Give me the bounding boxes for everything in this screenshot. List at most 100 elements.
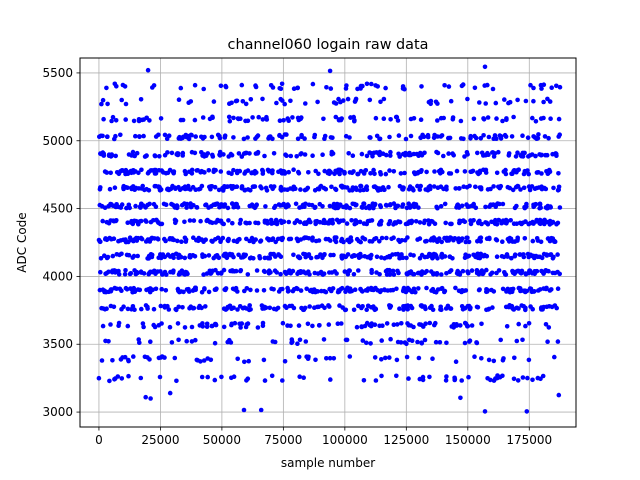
data-point <box>489 270 495 276</box>
data-point <box>344 204 350 209</box>
data-point <box>543 269 548 274</box>
data-point <box>104 270 109 276</box>
data-point <box>354 202 359 208</box>
data-point <box>417 187 423 192</box>
data-point <box>244 286 250 291</box>
data-point <box>341 253 346 259</box>
data-point <box>498 337 504 343</box>
data-point <box>369 270 375 276</box>
data-point <box>503 304 509 310</box>
data-point <box>186 136 192 142</box>
data-point <box>408 133 414 139</box>
data-point <box>542 185 547 191</box>
data-point <box>322 305 327 311</box>
data-point <box>246 358 251 364</box>
data-point <box>148 219 154 225</box>
data-point <box>458 395 463 401</box>
data-point <box>174 378 179 384</box>
data-point <box>390 252 395 257</box>
data-point <box>235 168 240 174</box>
data-point <box>307 272 312 277</box>
data-point <box>515 238 520 243</box>
data-point <box>397 306 402 312</box>
data-point <box>475 239 480 244</box>
data-point <box>342 269 348 274</box>
data-point <box>312 270 318 276</box>
data-point <box>397 255 402 261</box>
data-point <box>204 271 210 276</box>
data-point <box>204 324 210 330</box>
data-point <box>101 306 106 311</box>
data-point <box>336 288 341 293</box>
data-point <box>237 304 243 309</box>
data-point <box>296 323 302 328</box>
data-point <box>253 220 258 226</box>
data-point <box>505 184 511 190</box>
data-point <box>282 171 288 176</box>
data-points <box>96 64 563 414</box>
data-point <box>347 354 353 359</box>
data-point <box>141 133 146 139</box>
data-point <box>361 221 367 226</box>
data-point <box>130 304 136 309</box>
data-point <box>103 236 108 241</box>
data-point <box>243 101 249 107</box>
data-point <box>496 218 502 223</box>
data-point <box>313 357 318 363</box>
data-point <box>281 219 287 224</box>
data-point <box>248 287 253 293</box>
data-point <box>463 239 469 245</box>
data-point <box>491 378 497 383</box>
data-point <box>176 304 181 310</box>
data-point <box>460 82 466 87</box>
data-point <box>500 358 506 363</box>
data-point <box>164 272 169 277</box>
data-point <box>465 152 470 157</box>
data-point <box>500 239 505 244</box>
data-point <box>545 171 551 176</box>
data-point <box>214 253 220 258</box>
data-point <box>433 320 438 326</box>
data-point <box>320 204 325 209</box>
data-point <box>250 115 255 120</box>
data-point <box>286 169 292 175</box>
data-point <box>408 252 413 257</box>
data-point <box>231 305 236 311</box>
data-point <box>226 236 231 242</box>
data-point <box>310 81 316 87</box>
data-point <box>522 236 528 241</box>
data-point <box>261 357 267 363</box>
data-point <box>443 306 449 311</box>
data-point <box>180 305 185 310</box>
data-point <box>239 184 245 189</box>
data-point <box>477 287 482 292</box>
data-point <box>504 252 510 257</box>
data-point <box>210 154 216 159</box>
data-point <box>435 118 440 123</box>
data-point <box>215 235 221 241</box>
data-point <box>100 97 106 103</box>
data-point <box>266 136 271 141</box>
data-point <box>460 268 466 274</box>
data-point <box>439 239 445 245</box>
data-point <box>479 356 484 361</box>
data-point <box>277 132 282 138</box>
data-point <box>132 187 137 192</box>
data-point <box>383 171 389 177</box>
data-point <box>441 115 447 121</box>
data-point <box>537 201 543 207</box>
data-point <box>143 394 148 400</box>
data-point <box>547 252 553 258</box>
data-point <box>408 152 414 158</box>
data-point <box>533 253 539 259</box>
data-point <box>264 114 269 120</box>
data-point <box>446 84 452 89</box>
data-point <box>184 205 189 210</box>
data-point <box>182 325 188 330</box>
data-point <box>369 239 375 244</box>
data-point <box>221 267 227 273</box>
data-point <box>479 321 484 327</box>
data-point <box>271 220 277 226</box>
data-point <box>495 201 500 206</box>
data-point <box>446 135 451 141</box>
